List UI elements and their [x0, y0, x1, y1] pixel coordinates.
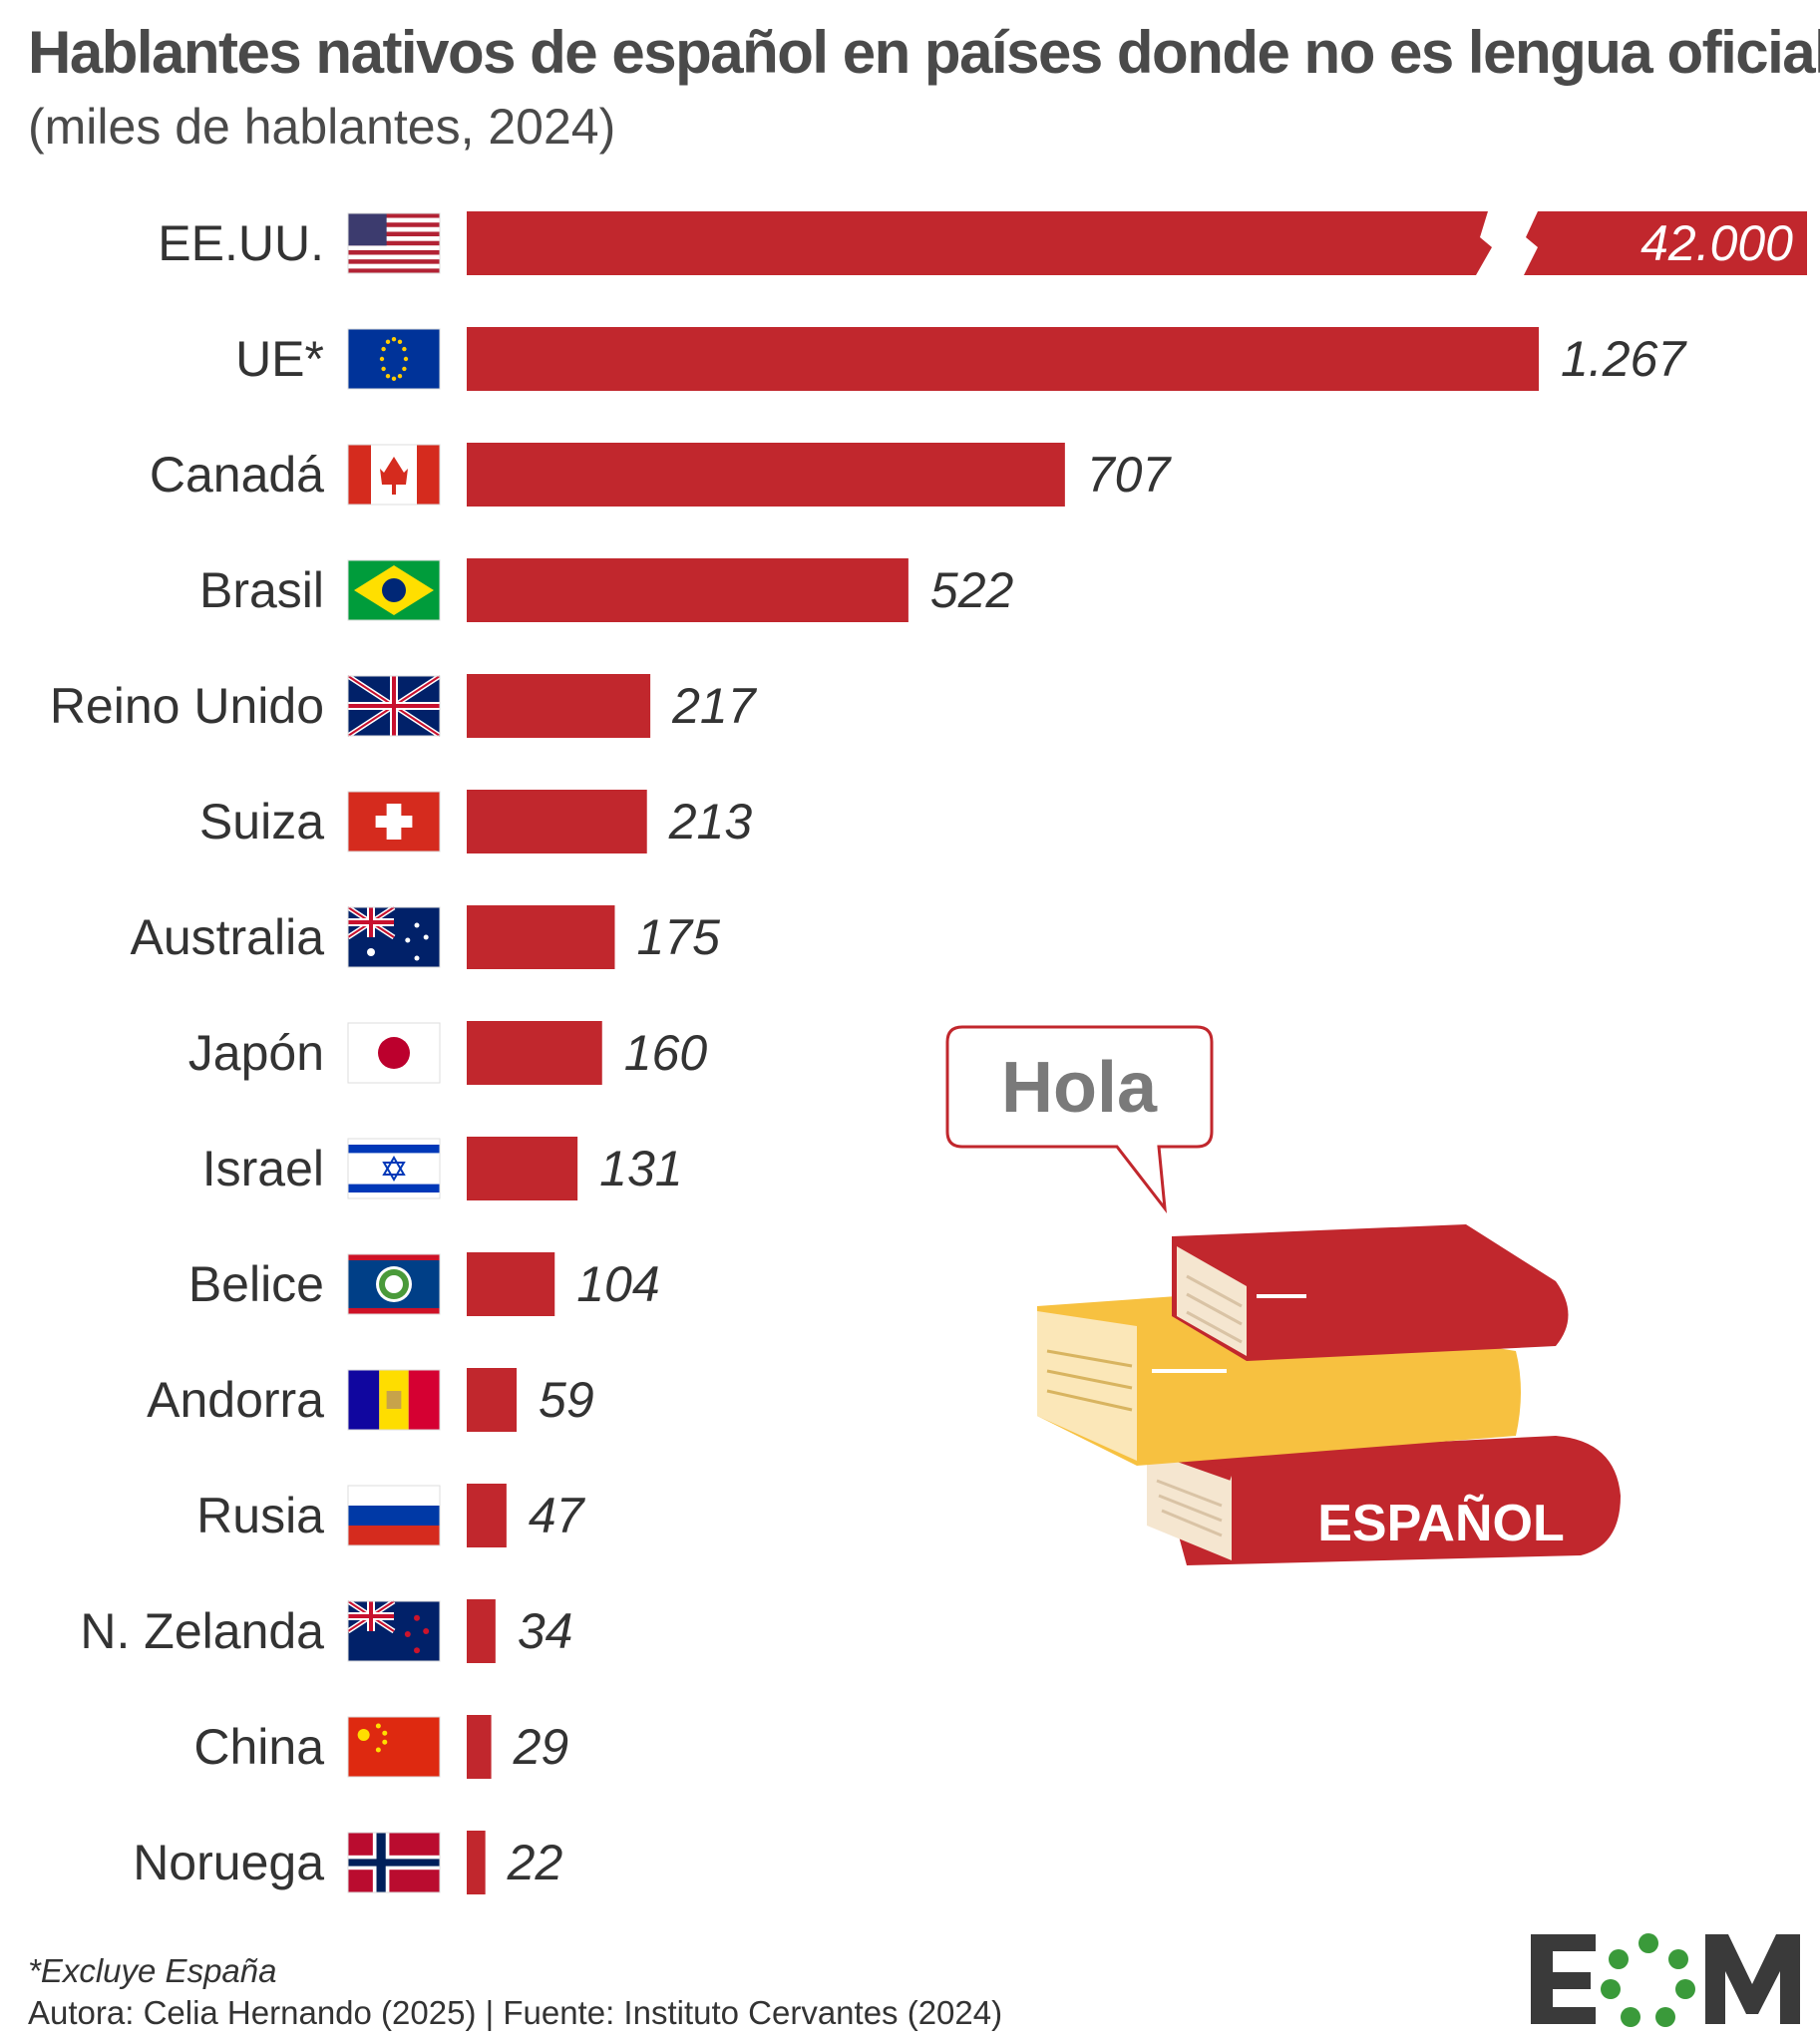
- speech-bubble-text: Hola: [1001, 1048, 1158, 1128]
- book-stack-icon: ESPAÑOL: [1037, 1224, 1621, 1565]
- value-label: 1.267: [1561, 331, 1687, 387]
- bar: [467, 1715, 492, 1779]
- value-label: 104: [576, 1256, 659, 1312]
- value-label: 42.000: [1640, 215, 1793, 271]
- value-label: 59: [539, 1372, 594, 1428]
- value-label: 29: [513, 1719, 569, 1775]
- value-label: 707: [1087, 447, 1173, 503]
- source-credits: Autora: Celia Hernando (2025) | Fuente: …: [28, 1994, 1003, 2031]
- bar: [467, 211, 1492, 275]
- bar: [467, 905, 615, 969]
- eom-logo: [1531, 1933, 1800, 2027]
- value-label: 213: [668, 794, 753, 850]
- bar: [467, 1831, 486, 1894]
- category-label: Suiza: [199, 794, 324, 850]
- bar: [467, 1599, 496, 1663]
- bar: [467, 1252, 555, 1316]
- uk-flag-icon: [346, 673, 442, 739]
- category-label: Canadá: [150, 447, 324, 503]
- value-label: 131: [599, 1141, 682, 1196]
- russia-flag-icon: [347, 1485, 441, 1546]
- bar: [467, 443, 1065, 507]
- usa-flag-icon: [347, 212, 441, 274]
- value-label: 175: [636, 909, 720, 965]
- norway-flag-icon: [347, 1832, 441, 1893]
- value-label: 522: [930, 562, 1014, 618]
- bar: [467, 674, 651, 738]
- speech-bubble-icon: Hola: [945, 1025, 1214, 1214]
- book-label: ESPAÑOL: [1317, 1494, 1565, 1552]
- china-flag-icon: [347, 1716, 441, 1778]
- brazil-flag-icon: [347, 559, 441, 621]
- category-label: Andorra: [147, 1372, 324, 1428]
- category-label: UE*: [235, 331, 324, 387]
- eu-flag-icon: [347, 328, 441, 390]
- value-label: 47: [529, 1488, 586, 1543]
- category-label: Australia: [130, 909, 324, 965]
- chart-subtitle: (miles de hablantes, 2024): [28, 99, 616, 155]
- category-label: China: [193, 1719, 324, 1775]
- bar: [467, 1484, 507, 1547]
- category-label: Noruega: [133, 1835, 324, 1890]
- value-label: 160: [624, 1025, 708, 1081]
- category-label: Brasil: [199, 562, 324, 618]
- bar: [467, 1368, 518, 1432]
- canada-flag-icon: [347, 444, 441, 506]
- spanish-books-illustration: Hola ESPAÑOL: [945, 1025, 1621, 1565]
- value-label: 34: [518, 1603, 573, 1659]
- bar-continuation: [1524, 211, 1807, 275]
- category-label: Israel: [202, 1141, 324, 1196]
- footnote: *Excluye España: [28, 1952, 277, 1989]
- bar: [467, 1021, 602, 1085]
- bar: [467, 327, 1539, 391]
- new-zealand-flag-icon: [346, 1598, 441, 1662]
- value-label: 22: [507, 1835, 563, 1890]
- bar: [467, 1137, 578, 1200]
- belize-flag-icon: [347, 1253, 441, 1315]
- bar: [467, 790, 647, 853]
- israel-flag-icon: [347, 1138, 441, 1199]
- category-label: Belice: [188, 1256, 324, 1312]
- category-label: N. Zelanda: [80, 1603, 324, 1659]
- value-label: 217: [671, 678, 758, 734]
- bar-chart: EE.UU. 42.000 UE* 1.267 Canadá 707 Brasil 522 Re…: [50, 211, 1807, 1894]
- japan-flag-icon: [347, 1022, 441, 1084]
- bar: [467, 558, 909, 622]
- category-label: EE.UU.: [158, 215, 324, 271]
- category-label: Japón: [188, 1025, 324, 1081]
- andorra-flag-icon: [347, 1369, 441, 1431]
- switzerland-flag-icon: [347, 791, 441, 852]
- australia-flag-icon: [346, 904, 441, 968]
- chart-title: Hablantes nativos de español en países d…: [28, 19, 1820, 86]
- category-label: Rusia: [196, 1488, 324, 1543]
- category-label: Reino Unido: [50, 678, 324, 734]
